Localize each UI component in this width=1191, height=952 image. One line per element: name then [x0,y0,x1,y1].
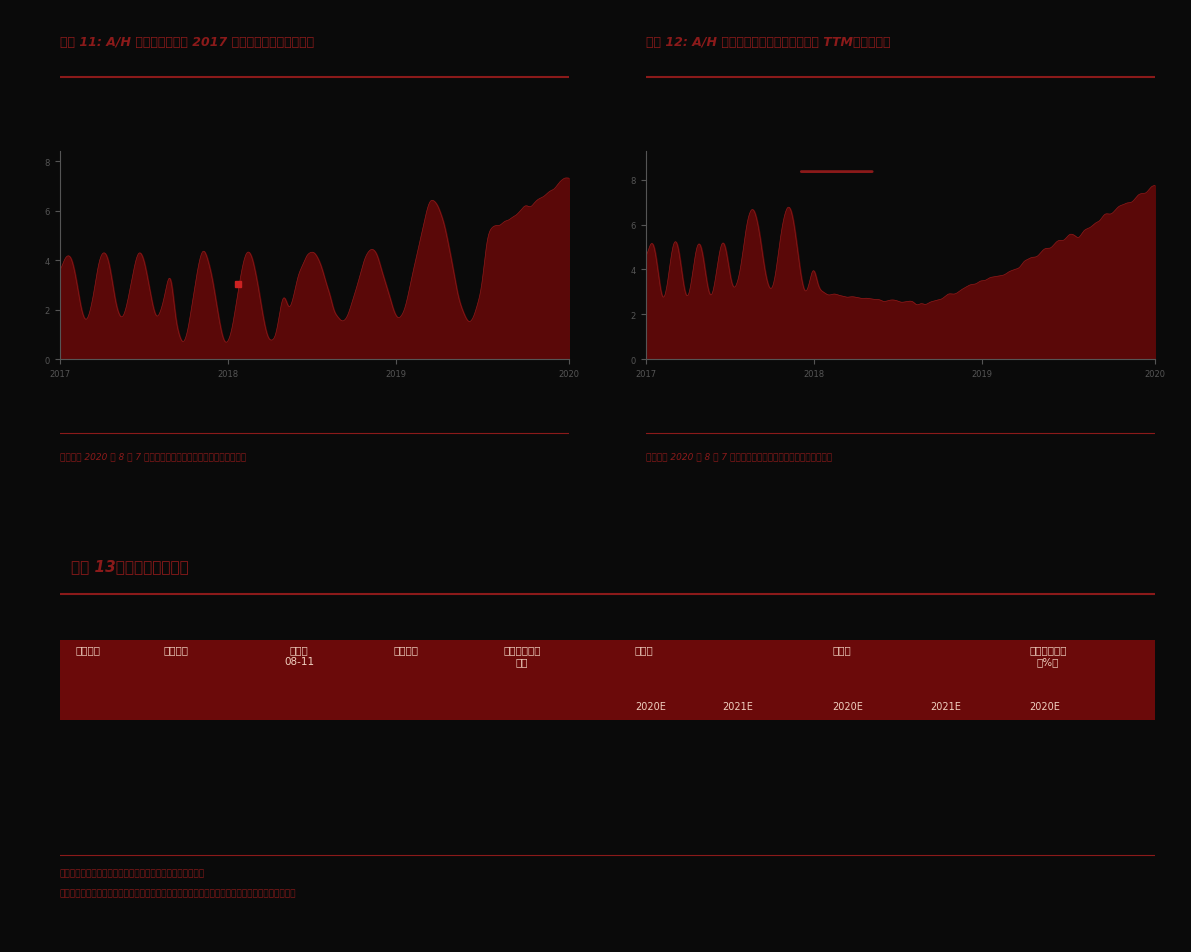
Text: 2021E: 2021E [930,701,961,711]
Text: 资料来源：万得资讯、彭博资讯、公司公告、中金公司研究部: 资料来源：万得资讯、彭博资讯、公司公告、中金公司研究部 [60,868,205,877]
Text: 注：股价为当季季度末，是月中金模型假设，预测数据及截到年半年数平均；买卖使用市场一般预测: 注：股价为当季季度末，是月中金模型假设，预测数据及截到年半年数平均；买卖使用市场… [60,889,297,898]
Text: 收盘价
08-11: 收盘价 08-11 [285,645,314,666]
Text: 2021E: 2021E [723,701,754,711]
Text: 注：截至 2020 年 8 月 7 日；资料来源：万得资讯、中金公司研究部: 注：截至 2020 年 8 月 7 日；资料来源：万得资讯、中金公司研究部 [646,452,831,461]
Text: 交易货币: 交易货币 [394,645,419,655]
Text: 市净率: 市净率 [833,645,850,655]
Text: 市值（百万美
元）: 市值（百万美 元） [504,645,541,666]
Text: 图表 11: A/H 股主要手机公司 2017 年初至今总市值（合计）: 图表 11: A/H 股主要手机公司 2017 年初至今总市值（合计） [60,36,313,50]
Text: 图表 13：可比公司估值表: 图表 13：可比公司估值表 [70,558,188,573]
FancyBboxPatch shape [60,641,1155,720]
Text: 注：截至 2020 年 8 月 7 日；资料来源：万得资讯、中金公司研究部: 注：截至 2020 年 8 月 7 日；资料来源：万得资讯、中金公司研究部 [60,452,245,461]
Text: 市盈率: 市盈率 [635,645,654,655]
Text: 净资产收益率
（%）: 净资产收益率 （%） [1029,645,1067,666]
Text: 2020E: 2020E [833,701,863,711]
Text: 2020E: 2020E [635,701,666,711]
Text: 公司名称: 公司名称 [163,645,188,655]
Text: 图表 12: A/H 股主要手机公司市盈率（历史 TTM，整体法）: 图表 12: A/H 股主要手机公司市盈率（历史 TTM，整体法） [646,36,890,50]
Text: 2020E: 2020E [1029,701,1060,711]
Text: 股票代码: 股票代码 [76,645,101,655]
